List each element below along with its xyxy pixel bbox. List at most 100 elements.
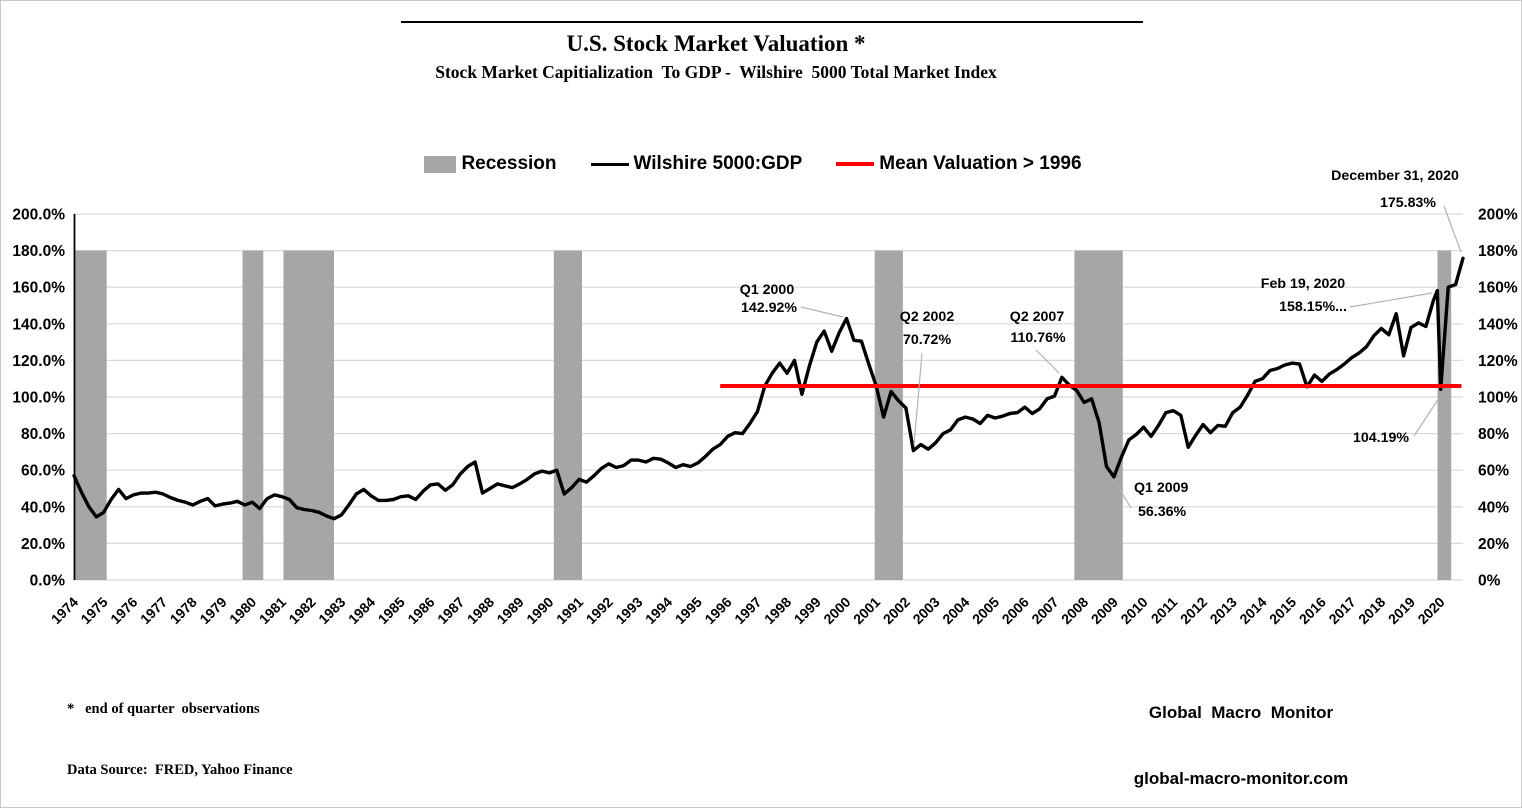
x-axis-year-label: 1993	[612, 594, 645, 627]
x-axis-year-label: 1996	[701, 594, 734, 627]
y-axis-left-tick-label: 0.0%	[30, 573, 66, 590]
x-axis-year-label: 1975	[77, 594, 110, 627]
annotation-leader-dec-31-2020	[1443, 205, 1462, 253]
recession-band-0	[75, 250, 107, 580]
legend-item-wilshire: Wilshire 5000:GDP	[590, 153, 802, 175]
x-axis-year-label: 1981	[256, 594, 289, 627]
x-axis-year-label: 2013	[1207, 594, 1240, 627]
y-axis-right-tick-label: 200%	[1478, 207, 1518, 224]
annotation-feb-19-2020-line1: Feb 19, 2020	[1261, 276, 1346, 292]
y-axis-right-tick-label: 40%	[1478, 499, 1509, 516]
x-axis-year-label: 1985	[375, 594, 408, 627]
footnotes: * end of quarter observations Data Sourc…	[67, 667, 293, 807]
recession-band-3	[553, 250, 582, 580]
x-axis-year-label: 2007	[1028, 594, 1061, 627]
y-axis-left-tick-label: 200.0%	[12, 207, 65, 224]
annotation-covid-low-2020-line1: 104.19%	[1353, 430, 1409, 446]
x-axis-year-label: 1989	[493, 594, 526, 627]
annotation-leader-q1-2009	[1116, 484, 1132, 509]
annotation-q1-2000-line2: 142.92%	[741, 300, 797, 316]
y-axis-right-tick-label: 80%	[1478, 426, 1509, 443]
x-axis-year-label: 1983	[315, 594, 348, 627]
x-axis-year-label: 2020	[1414, 594, 1447, 627]
wilshire-5000-gdp-line	[72, 256, 1465, 521]
y-axis-left-tick-label: 100.0%	[12, 390, 65, 407]
annotation-leader-q2-2002	[913, 352, 923, 446]
x-axis-year-label: 2014	[1236, 594, 1269, 627]
annotation-leader-q2-2007	[1035, 349, 1060, 374]
annotation-leader-q1-2000	[800, 306, 844, 318]
x-axis-year-label: 1984	[345, 594, 378, 627]
x-axis-year-label: 2019	[1385, 594, 1418, 627]
legend-label-recession: Recession	[461, 153, 557, 174]
y-axis-left-tick-label: 80.0%	[21, 426, 65, 443]
x-axis-year-label: 2000	[820, 594, 853, 627]
x-axis-year-label: 1979	[196, 594, 229, 627]
y-axis-left-tick-label: 140.0%	[12, 316, 65, 333]
annotation-q1-2000-line1: Q1 2000	[740, 282, 795, 298]
x-axis-year-label: 2005	[969, 594, 1002, 627]
y-axis-left-tick-label: 20.0%	[21, 536, 65, 553]
recession-swatch-icon	[424, 155, 457, 173]
x-axis-year-label: 1982	[285, 594, 318, 627]
x-axis-year-label: 1978	[167, 594, 200, 627]
mean-line-swatch-icon	[836, 162, 875, 166]
chart-title: U.S. Stock Market Valuation *	[566, 31, 866, 56]
annotation-q2-2002-line1: Q2 2002	[900, 309, 955, 325]
y-axis-left-tick-label: 160.0%	[12, 280, 65, 297]
x-axis-year-label: 1974	[48, 594, 81, 627]
legend: Recession Wilshire 5000:GDP Mean Valuati…	[1, 148, 1505, 180]
annotation-q1-2009-line1: Q1 2009	[1134, 480, 1189, 496]
y-axis-right-tick-label: 120%	[1478, 353, 1518, 370]
x-axis-year-label: 2012	[1177, 594, 1210, 627]
y-axis-right-tick-label: 20%	[1478, 536, 1509, 553]
y-axis-right-tick-label: 100%	[1478, 390, 1518, 407]
x-axis-year-label: 1991	[553, 594, 586, 627]
x-axis-year-label: 1976	[107, 594, 140, 627]
x-axis-year-label: 1977	[137, 594, 170, 627]
credit-name: Global Macro Monitor	[1148, 703, 1334, 722]
recession-band-1	[242, 250, 264, 580]
top-divider-rule	[401, 21, 1143, 23]
annotation-q2-2007-line2: 110.76%	[1010, 330, 1066, 346]
x-axis-year-label: 2017	[1325, 594, 1358, 627]
x-axis-year-label: 1997	[731, 594, 764, 627]
x-axis-year-label: 2011	[1148, 594, 1181, 627]
recession-band-4	[874, 250, 903, 580]
y-axis-left-tick-label: 120.0%	[12, 353, 65, 370]
annotation-q1-2009-line2: 56.36%	[1138, 504, 1187, 520]
recession-band-6	[1437, 250, 1452, 580]
x-axis-year-label: 2016	[1296, 594, 1329, 627]
annotation-q2-2007-line1: Q2 2007	[1010, 309, 1065, 325]
annotation-dec-31-2020-line1: December 31, 2020	[1331, 168, 1459, 184]
x-axis-year-label: 2003	[909, 594, 942, 627]
y-axis-right-tick-label: 60%	[1478, 463, 1509, 480]
x-axis-year-label: 2006	[999, 594, 1032, 627]
x-axis-year-label: 2010	[1117, 594, 1150, 627]
x-axis-year-label: 2004	[939, 594, 972, 627]
x-axis-year-label: 1987	[434, 594, 467, 627]
y-axis-right-tick-label: 180%	[1478, 243, 1518, 260]
annotation-leader-covid-low-2020	[1413, 397, 1440, 437]
recession-band-2	[283, 250, 334, 580]
chart-subtitle: Stock Market Capitialization To GDP - Wi…	[435, 62, 997, 82]
x-axis-year-label: 1994	[642, 594, 675, 627]
x-axis-year-label: 2008	[1058, 594, 1091, 627]
y-axis-left-tick-label: 40.0%	[21, 499, 65, 516]
recession-band-5	[1074, 250, 1123, 580]
annotation-dec-31-2020-line2: 175.83%	[1380, 195, 1436, 211]
legend-label-mean-valuation: Mean Valuation > 1996	[879, 153, 1082, 174]
x-axis-year-label: 1998	[761, 594, 794, 627]
annotation-feb-19-2020-line2: 158.15%...	[1279, 299, 1347, 315]
y-axis-right-tick-label: 160%	[1478, 280, 1518, 297]
y-axis-right-tick-label: 140%	[1478, 316, 1518, 333]
x-axis-year-label: 1980	[226, 594, 259, 627]
annotation-q2-2002-line2: 70.72%	[903, 332, 952, 348]
x-axis-year-label: 1999	[791, 594, 824, 627]
footnote-data-source: Data Source: FRED, Yahoo Finance	[67, 762, 293, 778]
x-axis-year-label: 2009	[1088, 594, 1121, 627]
x-axis-year-label: 2002	[880, 594, 913, 627]
y-axis-left-tick-label: 180.0%	[12, 243, 65, 260]
